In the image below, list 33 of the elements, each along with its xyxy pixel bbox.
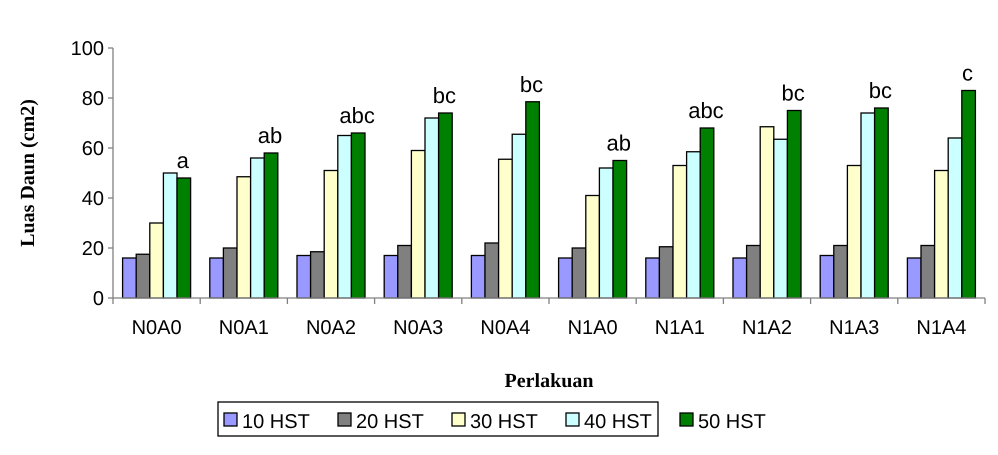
x-axis-title: Perlakuan: [504, 370, 594, 392]
legend-label: 40 HST: [584, 411, 652, 433]
annotation: abc: [339, 103, 375, 128]
y-axis-title: Luas Daun (cm2): [17, 99, 39, 247]
y-tick-label: 100: [70, 38, 104, 60]
x-tick-label: N0A1: [218, 317, 269, 339]
annotation: bc: [432, 83, 456, 108]
y-tick-label: 20: [82, 238, 104, 260]
y-tick-label: 80: [82, 88, 104, 110]
x-tick-label: N0A2: [306, 317, 356, 339]
annotation: bc: [782, 80, 805, 106]
x-tick-label: N1A3: [829, 317, 880, 339]
x-tick-label: N0A3: [393, 317, 444, 339]
legend-label: 10 HST: [242, 411, 310, 433]
annotation: a: [176, 148, 190, 173]
annotation: abc: [688, 98, 724, 123]
legend-label: 50 HST: [698, 411, 766, 433]
x-tick-label: N1A2: [742, 317, 792, 339]
x-tick-label: N1A1: [654, 317, 705, 339]
x-tick-label: N0A4: [480, 317, 530, 339]
y-tick-label: 40: [82, 188, 104, 210]
annotation: ab: [606, 130, 631, 156]
y-tick-label: 0: [92, 288, 104, 310]
annotation: c: [962, 60, 974, 86]
annotation: ab: [258, 123, 282, 148]
annotation: bc: [520, 72, 544, 97]
annotation: bc: [868, 78, 892, 103]
legend-label: 30 HST: [470, 411, 538, 433]
x-tick-label: N1A0: [568, 317, 618, 339]
legend-label: 20 HST: [356, 411, 424, 433]
x-tick-label: N0A0: [132, 317, 182, 339]
y-tick-label: 60: [82, 138, 104, 160]
x-tick-label: N1A4: [916, 317, 966, 339]
